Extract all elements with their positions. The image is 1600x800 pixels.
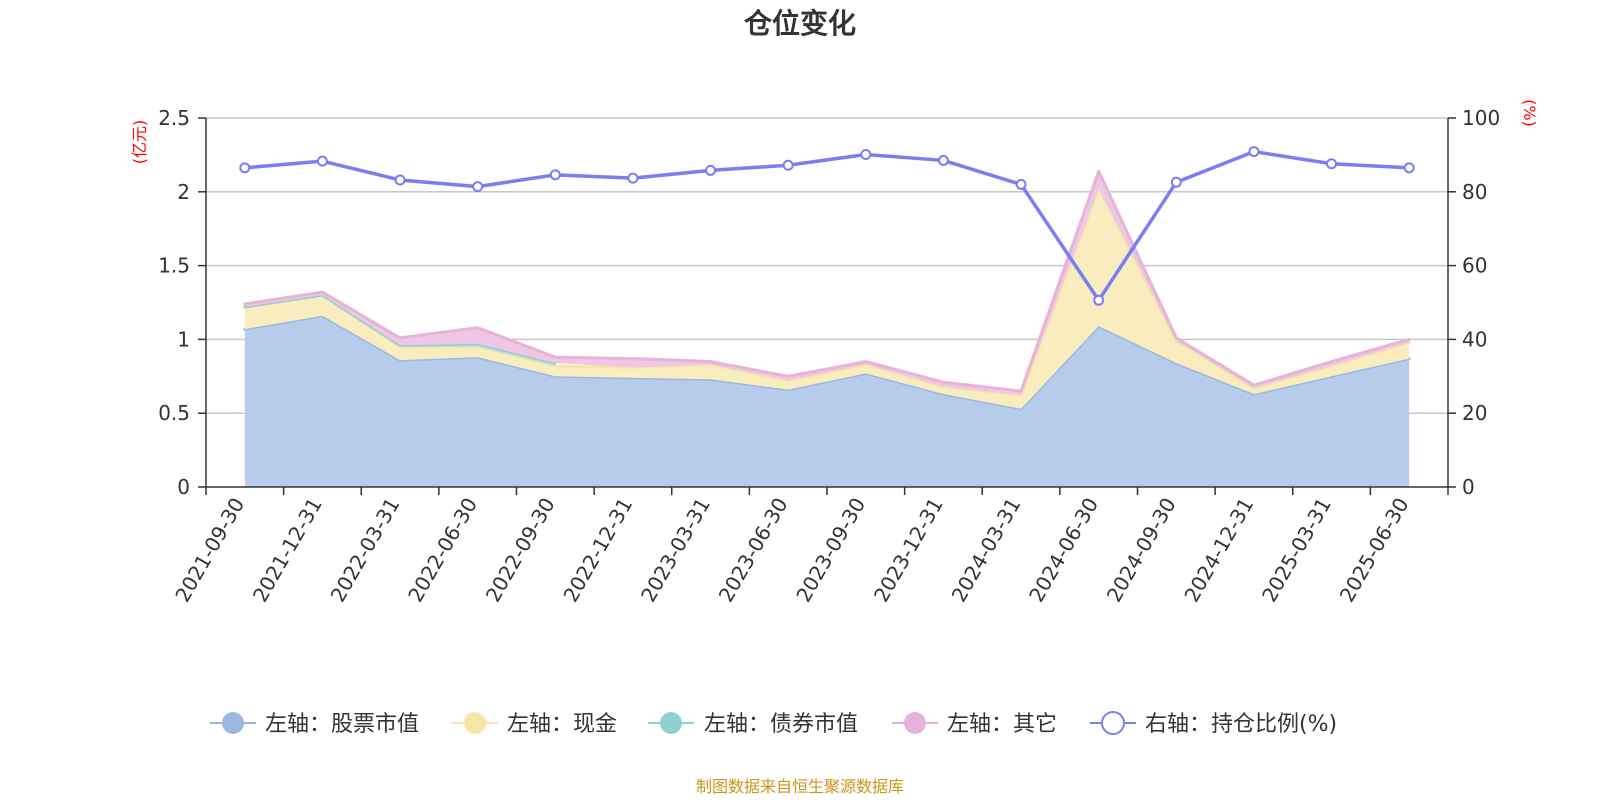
left-axis-tick-label: 0.5	[158, 401, 190, 425]
x-axis-tick-label: 2023-12-31	[869, 494, 948, 607]
legend-label: 左轴：其它	[947, 712, 1057, 737]
x-axis-tick-label: 2022-09-30	[481, 494, 560, 607]
area-series-layer	[243, 169, 1411, 487]
x-axis-tick-label: 2024-12-31	[1179, 494, 1258, 607]
x-axis-tick-label: 2022-12-31	[558, 494, 637, 607]
left-axis-tick-label: 1	[177, 327, 190, 351]
holding-ratio-point	[1248, 146, 1260, 158]
x-axis-tick-label: 2023-09-30	[791, 494, 870, 607]
x-axis-tick-label: 2024-03-31	[946, 494, 1025, 607]
right-axis-unit: (%)	[1520, 99, 1539, 127]
holding-ratio-line	[243, 149, 1411, 303]
x-axis-tick-label: 2024-09-30	[1102, 494, 1181, 607]
legend-marker	[464, 712, 486, 734]
holding-ratio-point	[239, 162, 251, 174]
holding-ratio-point	[1015, 178, 1027, 190]
x-axis-tick-label: 2023-06-30	[714, 494, 793, 607]
right-axis-tick-label: 80	[1462, 180, 1487, 204]
holding-ratio-point	[782, 159, 794, 171]
holding-ratio-point	[937, 154, 949, 166]
holding-ratio-point	[860, 149, 872, 161]
x-axis-tick-label: 2022-06-30	[403, 494, 482, 607]
holding-ratio-point	[394, 174, 406, 186]
holding-ratio-point	[1170, 176, 1182, 188]
x-axis-tick-label: 2023-03-31	[636, 494, 715, 607]
chart-title: 仓位变化	[744, 7, 856, 40]
holding-ratio-point	[1326, 158, 1338, 170]
legend-label: 左轴：现金	[507, 712, 617, 737]
left-axis-tick-label: 1.5	[158, 254, 190, 278]
holding-ratio-point	[705, 164, 717, 176]
area-line-左轴：股票市值	[243, 314, 1411, 411]
line-series-layer	[239, 146, 1415, 306]
holding-ratio-point	[316, 155, 328, 167]
x-axis-tick-label: 2024-06-30	[1024, 494, 1103, 607]
data-source-note: 制图数据来自恒生聚源数据库	[696, 777, 904, 796]
legend-marker	[1101, 711, 1125, 735]
left-axis-unit: (亿元)	[130, 120, 149, 165]
holding-ratio-point	[1093, 294, 1105, 306]
right-axis-tick-label: 20	[1462, 401, 1487, 425]
legend-label: 左轴：债券市值	[704, 712, 858, 737]
holding-ratio-point	[549, 169, 561, 181]
legend-marker	[222, 712, 244, 734]
holding-ratio-point	[472, 181, 484, 193]
right-axis-tick-label: 40	[1462, 327, 1487, 351]
area-line-左轴：其它	[243, 169, 1411, 393]
left-axis-tick-label: 0	[177, 475, 190, 499]
area-fill-左轴：现金	[244, 188, 1410, 409]
left-axis-tick-label: 2	[177, 180, 190, 204]
x-axis-tick-label: 2025-06-30	[1335, 494, 1414, 607]
x-axis-tick-label: 2021-09-30	[170, 494, 249, 607]
legend-marker	[904, 712, 926, 734]
right-axis-tick-label: 100	[1462, 106, 1500, 130]
x-axis-tick-label: 2022-03-31	[325, 494, 404, 607]
right-axis-tick-label: 60	[1462, 254, 1487, 278]
holding-ratio-point	[627, 172, 639, 184]
legend: 左轴：股票市值 左轴：现金 左轴：债券市值 左轴：其它 右轴：持仓比例(%)	[210, 711, 1337, 737]
holding-ratio-point	[1403, 162, 1415, 174]
left-axis-tick-label: 2.5	[158, 106, 190, 130]
right-axis-tick-label: 0	[1462, 475, 1475, 499]
area-fill-左轴：股票市值	[244, 315, 1410, 487]
legend-marker	[660, 712, 682, 734]
legend-label: 右轴：持仓比例(%)	[1145, 712, 1337, 737]
legend-label: 左轴：股票市值	[265, 712, 419, 737]
x-axis-tick-label: 2021-12-31	[248, 494, 327, 607]
x-axis-tick-label: 2025-03-31	[1257, 494, 1336, 607]
